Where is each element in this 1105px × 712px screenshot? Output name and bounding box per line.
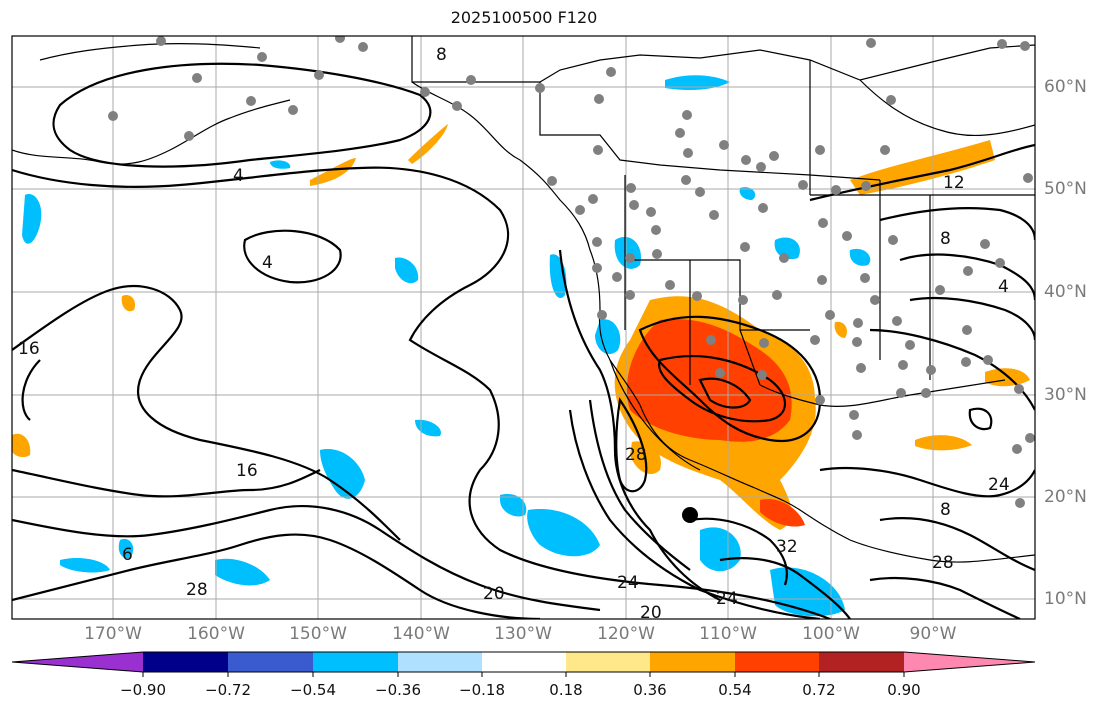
contour-label: 12 xyxy=(943,173,965,193)
colorbar-tick-label: 0.18 xyxy=(549,681,583,699)
colorbar-segment xyxy=(819,652,904,672)
colorbar-tick-label: 0.54 xyxy=(718,681,752,699)
colorbar-tick-label: −0.90 xyxy=(120,681,166,699)
colorbar-segment xyxy=(313,652,398,672)
longitude-label: 100°W xyxy=(802,624,860,644)
colorbar-tick-label: −0.54 xyxy=(290,681,336,699)
colorbar-tick-label: 0.36 xyxy=(633,681,667,699)
contour-label: 16 xyxy=(236,461,258,481)
colorbar-segment xyxy=(650,652,735,672)
latitude-label: 40°N xyxy=(1044,282,1087,302)
colorbar-min-extension xyxy=(12,652,143,672)
colorbar-tick-label: −0.72 xyxy=(205,681,251,699)
contour-label: 4 xyxy=(262,253,273,273)
contour-label: 28 xyxy=(625,445,647,465)
contour-label: 8 xyxy=(940,229,951,249)
contour-label: 20 xyxy=(483,584,505,604)
station-markers xyxy=(108,36,1035,508)
negative-anomaly-shading xyxy=(22,75,871,617)
longitude-label: 90°W xyxy=(909,624,957,644)
contour-label: 20 xyxy=(640,603,662,623)
latitude-label: 20°N xyxy=(1044,487,1087,507)
contours xyxy=(12,62,1035,619)
contour-label: 8 xyxy=(940,500,951,520)
colorbar xyxy=(11,651,1036,677)
colorbar-tick-label: 0.90 xyxy=(887,681,921,699)
map-title: 2025100500 F120 xyxy=(450,8,598,27)
contour-label: 6 xyxy=(122,545,133,565)
longitude-label: 110°W xyxy=(699,624,757,644)
latitude-label: 60°N xyxy=(1044,77,1087,97)
longitude-label: 140°W xyxy=(392,624,450,644)
storm-center-marker xyxy=(682,507,698,523)
colorbar-segment xyxy=(735,652,819,672)
contour-label: 32 xyxy=(776,537,798,557)
colorbar-tick-label: −0.18 xyxy=(459,681,505,699)
colorbar-max-extension xyxy=(904,652,1035,672)
contour-label: 4 xyxy=(998,277,1009,297)
map-frame xyxy=(11,35,1036,620)
colorbar-segment xyxy=(566,652,650,672)
contour-label: 4 xyxy=(233,166,244,186)
contour-label: 24 xyxy=(988,475,1010,495)
longitude-label: 170°W xyxy=(84,624,142,644)
latitude-label: 10°N xyxy=(1044,589,1087,609)
colorbar-tick-label: −0.36 xyxy=(375,681,421,699)
colorbar-segment xyxy=(398,652,482,672)
contour-labels: 8 4 4 16 16 6 28 20 20 24 24 32 28 12 8 … xyxy=(18,45,1010,623)
contour-label: 16 xyxy=(18,339,40,359)
contour-label: 24 xyxy=(716,589,738,609)
colorbar-segment xyxy=(482,652,566,672)
longitude-label: 160°W xyxy=(187,624,245,644)
contour-label: 8 xyxy=(436,45,447,65)
longitude-label: 130°W xyxy=(494,624,552,644)
colorbar-segment xyxy=(228,652,313,672)
longitude-label: 150°W xyxy=(289,624,347,644)
coastlines xyxy=(12,36,1035,563)
colorbar-tick-label: 0.72 xyxy=(802,681,836,699)
latitude-label: 50°N xyxy=(1044,179,1087,199)
latitude-label: 30°N xyxy=(1044,385,1087,405)
colorbar-segment xyxy=(143,652,228,672)
longitude-label: 120°W xyxy=(597,624,655,644)
contour-label: 24 xyxy=(617,573,639,593)
contour-label: 28 xyxy=(932,553,954,573)
graticule xyxy=(12,36,1035,619)
contour-label: 28 xyxy=(186,580,208,600)
